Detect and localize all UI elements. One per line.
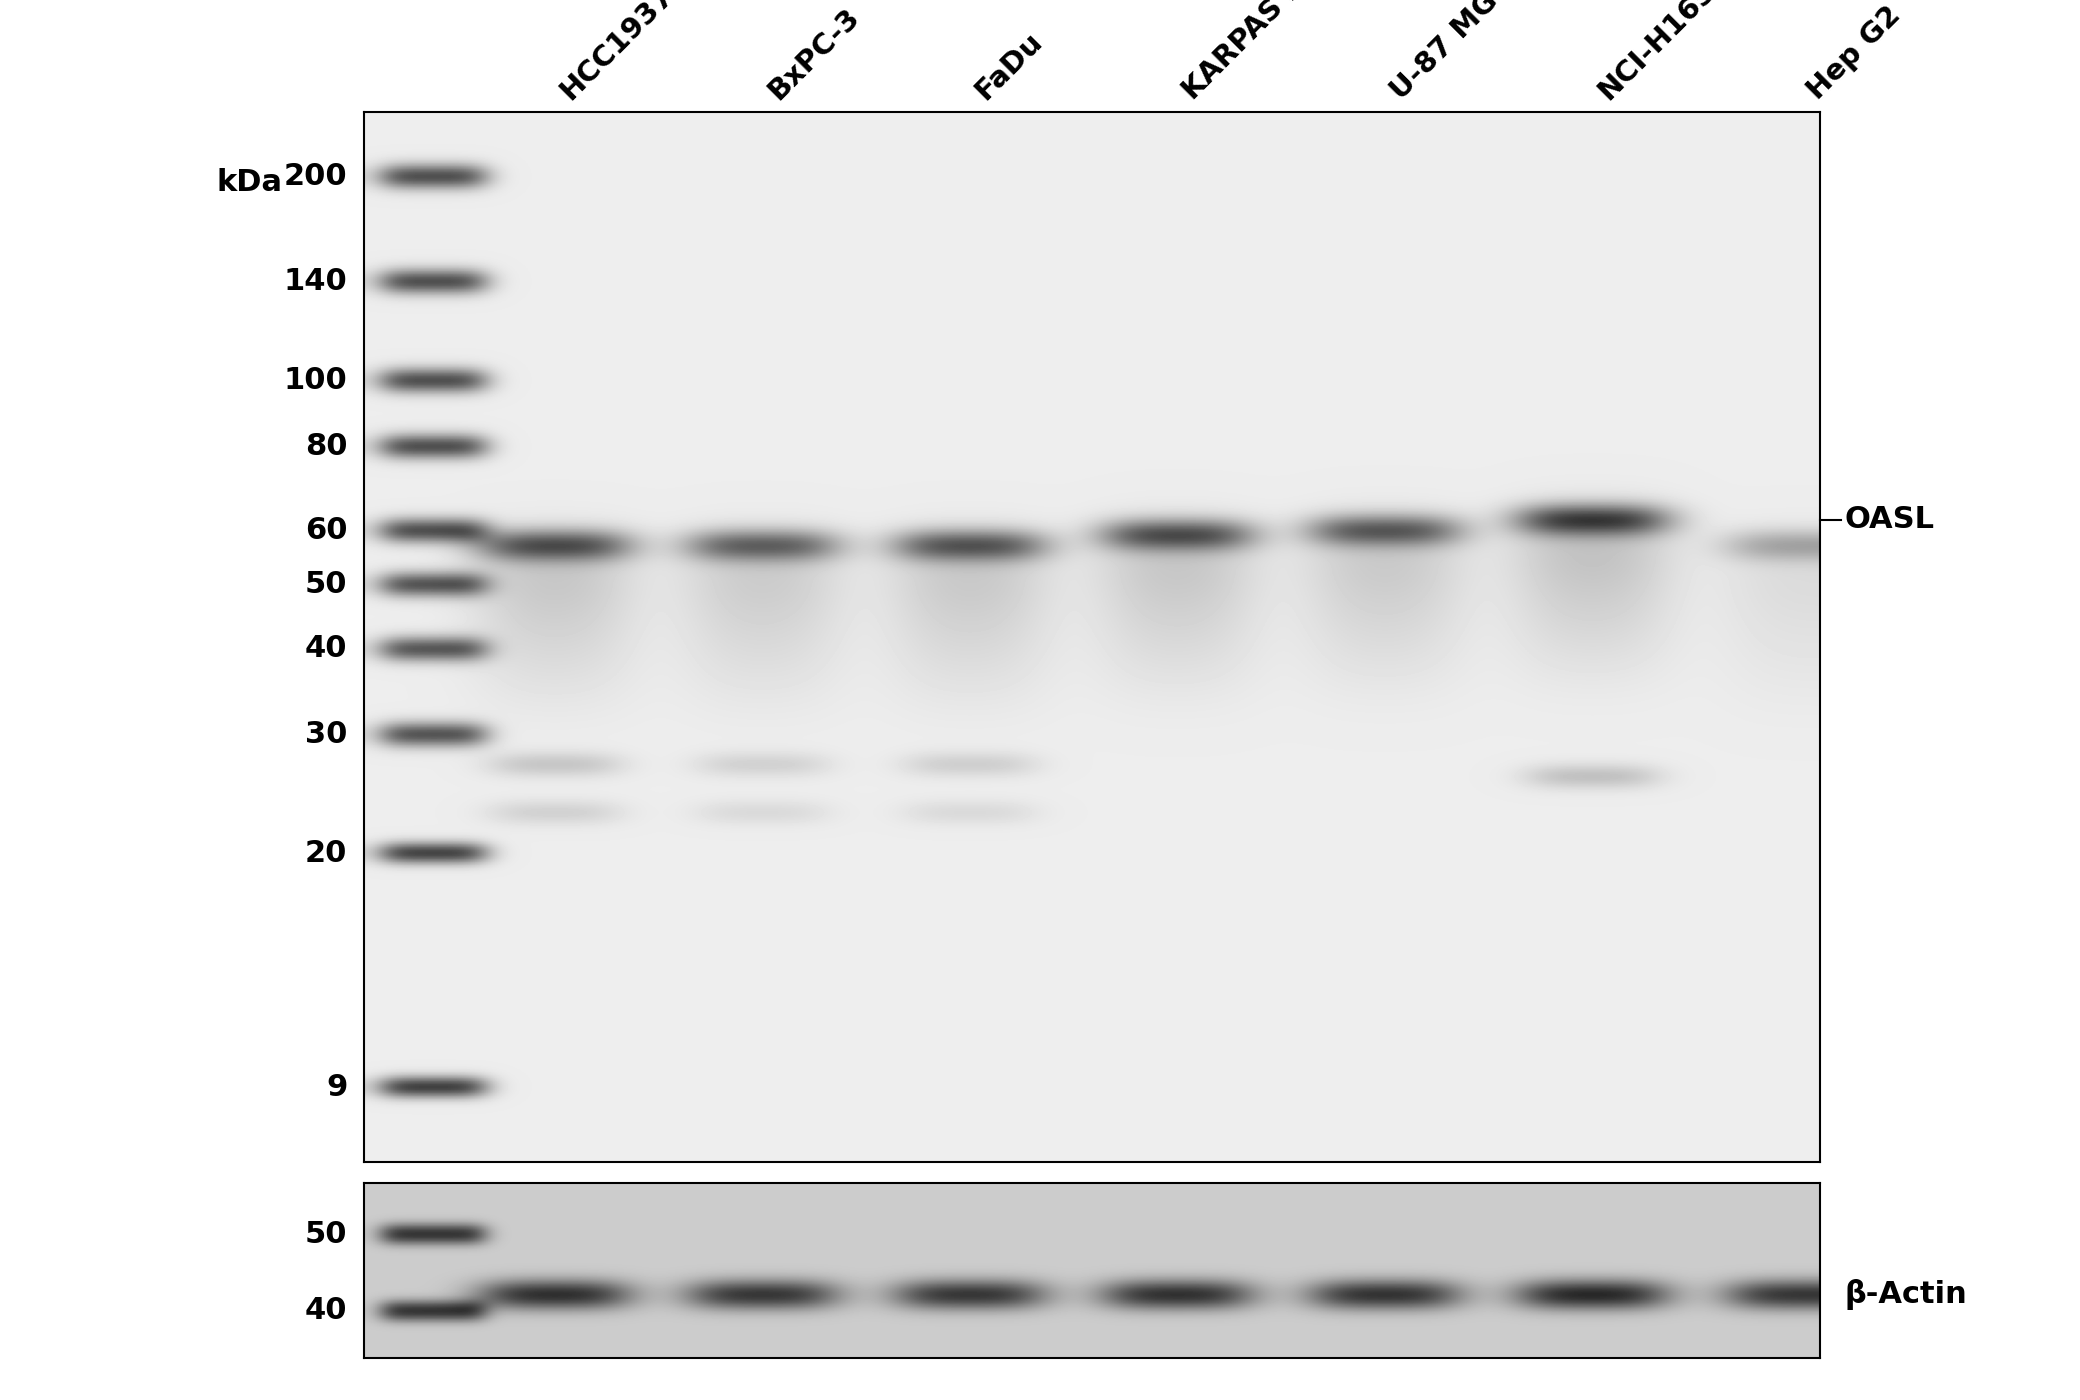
Text: Hep G2: Hep G2 xyxy=(1801,1,1905,105)
Text: U-87 MG: U-87 MG xyxy=(1385,0,1504,105)
Text: kDa: kDa xyxy=(216,168,283,197)
Text: 30: 30 xyxy=(306,720,347,749)
Text: FaDu: FaDu xyxy=(969,27,1048,105)
Text: 50: 50 xyxy=(306,1219,347,1249)
Text: 20: 20 xyxy=(306,839,347,868)
Text: 200: 200 xyxy=(283,162,347,190)
Text: 100: 100 xyxy=(283,365,347,395)
Text: NCI-H1650: NCI-H1650 xyxy=(1593,0,1735,105)
Text: KARPAS 299: KARPAS 299 xyxy=(1177,0,1340,105)
Text: 9: 9 xyxy=(327,1072,347,1102)
Text: 80: 80 xyxy=(306,433,347,461)
Text: OASL: OASL xyxy=(1845,505,1934,535)
Text: β-Actin: β-Actin xyxy=(1845,1280,1968,1310)
Text: BxPC-3: BxPC-3 xyxy=(763,3,865,105)
Text: HCC1937: HCC1937 xyxy=(555,0,680,105)
Text: 60: 60 xyxy=(306,517,347,545)
Text: 140: 140 xyxy=(283,267,347,295)
Text: 40: 40 xyxy=(306,1296,347,1326)
Text: 40: 40 xyxy=(306,634,347,664)
Text: 50: 50 xyxy=(306,570,347,599)
